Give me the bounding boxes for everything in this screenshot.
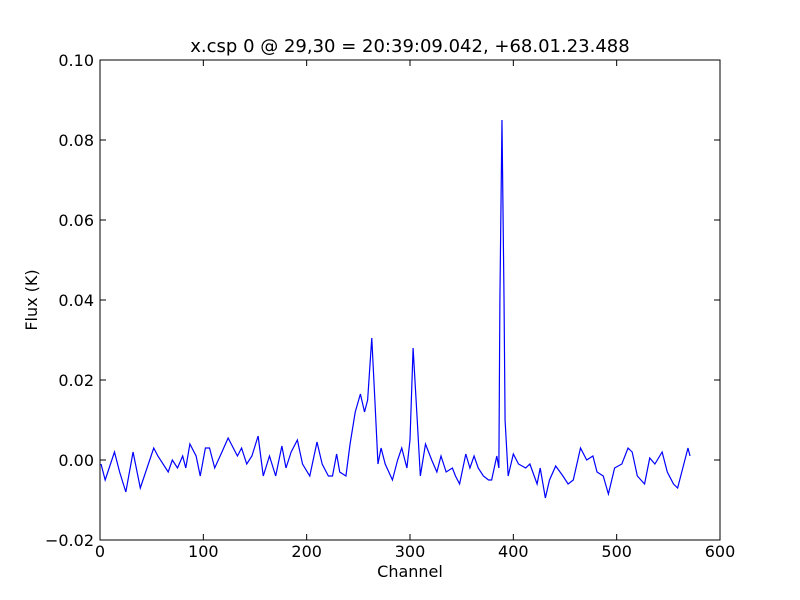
x-tick-label: 100 [188,542,219,561]
x-tick-label: 0 [95,542,105,561]
y-tick-label: 0.00 [58,451,94,470]
y-tick-label: 0.10 [58,51,94,70]
x-tick-label: 600 [705,542,736,561]
x-tick-label: 300 [395,542,426,561]
x-tick-label: 400 [498,542,529,561]
x-tick-label: 200 [291,542,322,561]
spectrum-line [100,119,691,499]
y-tick-label: 0.08 [58,131,94,150]
y-tick-label: 0.04 [58,291,94,310]
y-axis-label: Flux (K) [22,269,41,330]
y-tick-label: 0.02 [58,371,94,390]
y-tick-label: −0.02 [45,531,94,550]
x-axis-label: Channel [377,562,443,581]
chart-title: x.csp 0 @ 29,30 = 20:39:09.042, +68.01.2… [190,36,629,57]
plot-frame [99,59,721,541]
y-tick-label: 0.06 [58,211,94,230]
x-tick-label: 500 [601,542,632,561]
